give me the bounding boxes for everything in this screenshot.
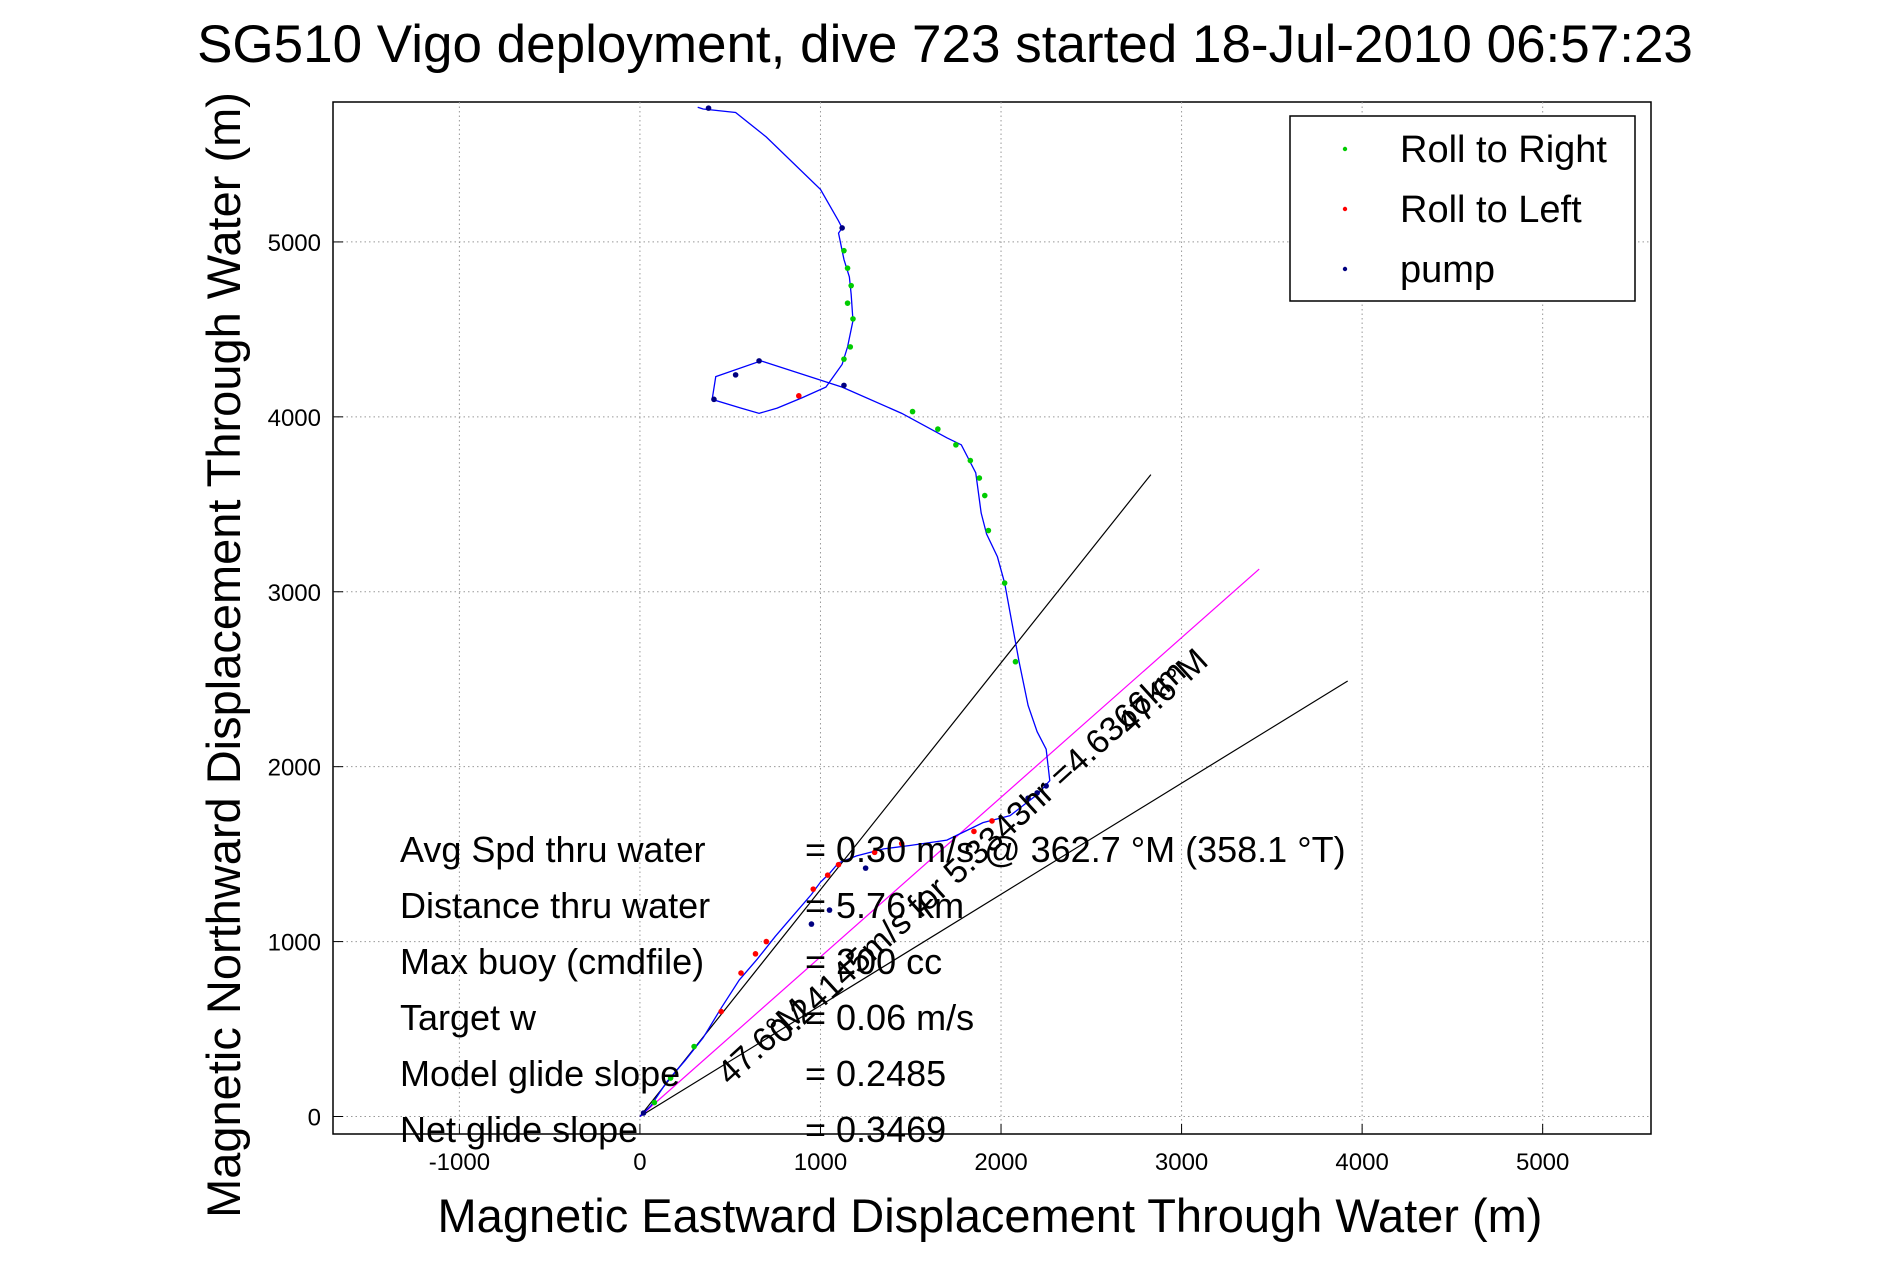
x-tick-label: 3000 <box>1155 1149 1208 1176</box>
x-tick-label: 2000 <box>974 1149 1027 1176</box>
pump-point <box>711 396 717 403</box>
roll-left-point <box>971 828 977 835</box>
x-tick-label: -1000 <box>429 1149 490 1176</box>
stat-label: Net glide slope <box>400 1109 638 1150</box>
roll-right-point <box>953 442 959 448</box>
legend-marker <box>1342 266 1348 272</box>
roll-right-point <box>841 356 847 362</box>
roll-right-point <box>847 344 854 350</box>
pump-point <box>839 225 845 231</box>
y-tick-label: 4000 <box>268 405 321 432</box>
roll-left-point <box>763 938 770 945</box>
roll-right-point <box>651 1099 658 1106</box>
x-tick-label: 4000 <box>1335 1149 1388 1176</box>
pump-point <box>808 921 815 927</box>
roll-right-point <box>841 247 847 254</box>
pump-point <box>1034 790 1040 796</box>
roll-right-point <box>981 492 988 499</box>
stat-label: Target w <box>400 997 537 1038</box>
legend-marker <box>1342 146 1348 152</box>
roll-right-point <box>909 408 916 415</box>
roll-left-point <box>835 861 842 868</box>
pump-point <box>732 372 739 378</box>
stat-value: = 0.30 m/s @ 362.7 °M (358.1 °T) <box>805 829 1346 870</box>
y-tick-label: 3000 <box>268 580 321 607</box>
roll-right-point <box>976 475 983 481</box>
pump-point <box>862 865 869 871</box>
roll-left-point <box>989 818 995 824</box>
stat-value: = 0.06 m/s <box>805 997 974 1038</box>
x-tick-label: 5000 <box>1516 1149 1569 1176</box>
stat-label: Avg Spd thru water <box>400 829 706 870</box>
pump-point <box>841 382 847 389</box>
roll-right-point <box>1001 580 1008 586</box>
x-axis-label: Magnetic Eastward Displacement Through W… <box>438 1189 1543 1242</box>
pump-point <box>705 105 712 111</box>
stat-label: Distance thru water <box>400 885 710 926</box>
roll-right-point <box>667 1075 674 1081</box>
heading-bound-upper-line <box>639 474 1152 1117</box>
stat-value: = 0.3469 <box>805 1109 946 1150</box>
roll-left-point <box>738 970 744 976</box>
stat-value: = 5.76 km <box>805 885 964 926</box>
roll-right-point <box>1012 658 1019 665</box>
y-tick-label: 5000 <box>268 230 321 257</box>
roll-right-point <box>844 265 851 271</box>
series-layer <box>639 105 1348 1118</box>
glider-track-line <box>639 106 1051 1117</box>
roll-left-point <box>718 1008 724 1015</box>
roll-right-point <box>848 282 854 289</box>
roll-left-point <box>796 393 802 399</box>
net-displacement-line <box>639 568 1260 1117</box>
legend-label: Roll to Right <box>1400 129 1607 171</box>
roll-left-point <box>824 872 831 878</box>
roll-left-point <box>871 849 878 856</box>
x-tick-label: 0 <box>633 1149 646 1176</box>
pump-point <box>756 358 762 364</box>
heading-bound-lower-line <box>639 680 1348 1118</box>
y-tick-label: 1000 <box>268 930 321 957</box>
legend-box <box>1289 115 1636 302</box>
roll-right-point <box>935 426 941 432</box>
pump-point <box>1043 783 1049 789</box>
legend-label: pump <box>1400 249 1495 291</box>
y-axis-label: Magnetic Northward Displacement Through … <box>197 92 250 1218</box>
stat-value: = 0.2485 <box>805 1053 946 1094</box>
pump-point <box>826 907 833 913</box>
legend-marker <box>1342 206 1348 212</box>
x-axis-ticks: -1000 0 1000 2000 3000 4000 5000 <box>429 1124 1569 1176</box>
chart-title: SG510 Vigo deployment, dive 723 started … <box>197 15 1693 74</box>
roll-right-point <box>985 527 992 534</box>
roll-right-point <box>844 300 851 306</box>
stats-block: Avg Spd thru water = 0.30 m/s @ 362.7 °M … <box>400 829 1346 1150</box>
roll-right-point <box>691 1043 697 1050</box>
roll-left-point <box>898 840 905 847</box>
y-tick-label: 2000 <box>268 755 321 782</box>
pump-point <box>640 1110 647 1116</box>
roll-right-point <box>850 316 856 322</box>
y-tick-label: 0 <box>308 1105 321 1132</box>
y-axis-ticks: 0 1000 2000 3000 4000 5000 <box>268 230 343 1132</box>
stat-value: = 200 cc <box>805 941 942 982</box>
legend: Roll to Right Roll to Left pump <box>1289 115 1636 302</box>
roll-left-point <box>810 886 817 892</box>
roll-left-point <box>752 951 759 957</box>
stat-label: Max buoy (cmdfile) <box>400 941 704 982</box>
roll-right-point <box>967 457 974 464</box>
pump-point <box>1025 795 1031 801</box>
stat-label: Model glide slope <box>400 1053 680 1094</box>
x-tick-label: 1000 <box>794 1149 847 1176</box>
legend-label: Roll to Left <box>1400 189 1582 231</box>
